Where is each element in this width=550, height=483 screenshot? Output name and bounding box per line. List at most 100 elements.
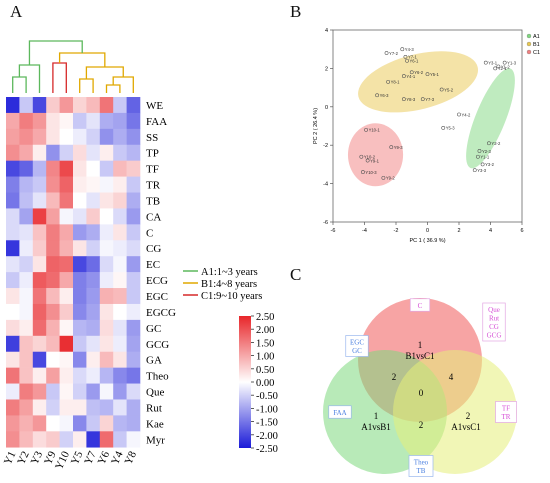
heatmap-cell [86,144,101,161]
row-label: Rut [146,402,162,414]
heatmap-cell [6,335,20,353]
heatmap-cell [19,415,34,432]
heatmap-cell [113,431,127,448]
heatmap-cell [6,272,20,289]
column-label: Y7 [82,449,99,467]
heatmap-cell [73,144,87,161]
heatmap-cell [99,144,114,161]
colorbar-tick-label: 1.00 [256,352,274,363]
heatmap-cell [86,288,101,305]
heatmap-cell [19,240,34,257]
heatmap-cell [59,319,74,337]
heatmap-cell [32,319,47,337]
heatmap-cell [126,431,141,448]
colorbar-tick-label: 2.00 [256,325,274,336]
heatmap-cell [126,351,141,368]
heatmap-cell [126,112,141,130]
heatmap-cell [32,97,47,114]
row-label: GA [146,355,162,367]
heatmap-cell [19,112,34,130]
heatmap-cell [6,97,20,114]
heatmap-cell [32,288,47,305]
heatmap-cell [59,240,74,257]
heatmap-cell [73,399,87,416]
row-label: CG [146,243,161,255]
heatmap-cell [32,224,47,241]
column-label: Y3 [29,449,46,467]
heatmap-cell [19,176,34,193]
heatmap-cells [6,97,141,448]
heatmap-cell [113,256,127,273]
heatmap-cell [19,144,34,161]
heatmap-cell [126,335,141,353]
heatmap-cell [86,399,101,416]
column-dendrogram [12,40,134,93]
heatmap-cell [126,272,141,289]
heatmap-cell [59,112,74,130]
heatmap-cell [86,128,101,146]
heatmap-cell [46,288,60,305]
heatmap-cell [113,335,127,353]
heatmap-cell [59,415,74,432]
heatmap-cell [32,240,47,257]
heatmap-cell [46,272,60,289]
row-label: C [146,227,153,239]
column-label: Y2 [15,449,32,466]
heatmap-cell [19,303,34,321]
heatmap-cell [73,383,87,400]
heatmap-cell [86,256,101,273]
heatmap-cell [32,431,47,448]
heatmap-cell [46,160,60,177]
panel-b-label: B [290,2,302,21]
heatmap-cell [99,97,114,114]
row-label: WE [146,100,163,112]
column-label: Y9 [42,449,59,467]
heatmap-cell [32,176,47,193]
heatmap-cell [113,224,127,241]
heatmap-cell [86,319,101,337]
heatmap-cell [19,256,34,273]
heatmap-cell [126,160,141,177]
heatmap-cell [73,272,87,289]
heatmap-cell [99,399,114,416]
heatmap-cell [126,97,141,114]
heatmap-cell [99,335,114,353]
heatmap-cell [73,288,87,305]
row-label: TP [146,148,159,160]
heatmap-cell [73,224,87,241]
heatmap-cell [126,192,141,209]
heatmap-cell [59,431,74,448]
heatmap-cell [126,288,141,305]
heatmap-cell [6,176,20,193]
heatmap-cell [86,351,101,368]
column-label: Y1 [2,449,19,466]
heatmap-cell [19,399,34,416]
dendrogram-branch [79,78,94,93]
heatmap-cell [126,303,141,321]
heatmap-cell [99,367,114,384]
heatmap-cell [46,112,60,130]
heatmap-cell [113,112,127,130]
colorbar-tick-label: -1.50 [256,418,278,429]
heatmap-cell [99,160,114,177]
row-label: Theo [146,371,169,383]
heatmap-cell [19,160,34,177]
heatmap-cell [73,319,87,337]
heatmap-cell [99,128,114,146]
heatmap-cell [19,272,34,289]
heatmap-cell [46,208,60,225]
heatmap-cell [19,288,34,305]
dendrogram-branch [18,64,41,93]
heatmap-cell [19,351,34,368]
heatmap-cell [46,319,60,337]
heatmap-cell [99,351,114,368]
heatmap-cell [73,240,87,257]
heatmap-cell [19,367,34,384]
heatmap-cell [46,351,60,368]
heatmap-cell [99,224,114,241]
dendrogram-branch [105,84,121,93]
row-label: TR [146,180,161,192]
heatmap-cell [73,335,87,353]
dendrogram-branch [52,62,67,93]
heatmap-cell [46,367,60,384]
